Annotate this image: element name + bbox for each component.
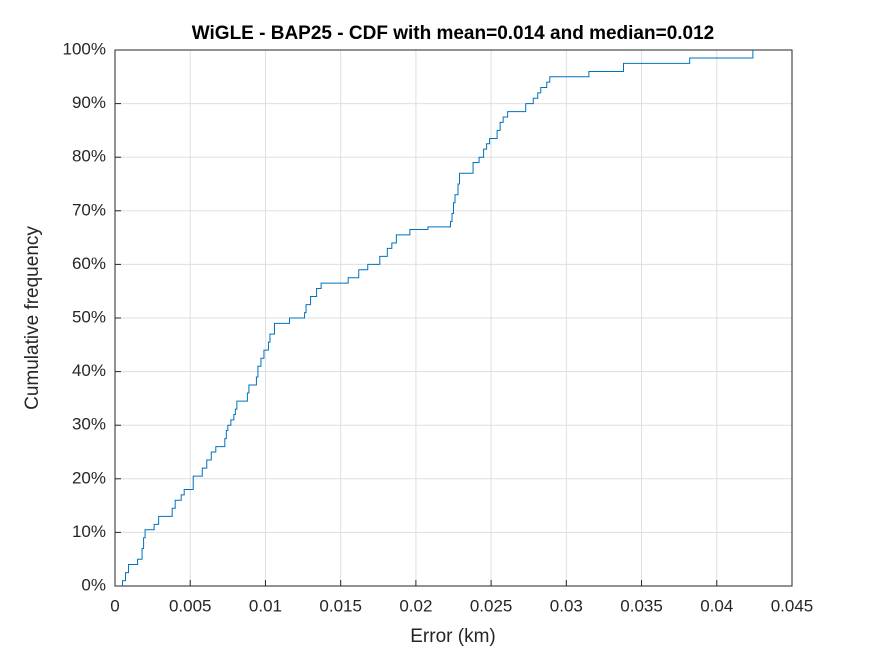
y-tick-label: 80% bbox=[72, 147, 106, 166]
cdf-line bbox=[122, 50, 754, 586]
y-tick-label: 100% bbox=[63, 39, 106, 58]
y-tick-label: 50% bbox=[72, 307, 106, 326]
y-tick-label: 10% bbox=[72, 522, 106, 541]
x-tick-label: 0.03 bbox=[550, 596, 583, 615]
x-tick-label: 0.04 bbox=[700, 596, 733, 615]
x-tick-label: 0.005 bbox=[169, 596, 212, 615]
y-tick-label: 70% bbox=[72, 200, 106, 219]
y-tick-label: 0% bbox=[81, 575, 106, 594]
x-tick-label: 0.01 bbox=[249, 596, 282, 615]
y-tick-label: 20% bbox=[72, 468, 106, 487]
chart-title: WiGLE - BAP25 - CDF with mean=0.014 and … bbox=[192, 23, 715, 44]
axes-box bbox=[114, 49, 793, 587]
y-tick-label: 60% bbox=[72, 254, 106, 273]
x-tick-label: 0 bbox=[110, 596, 119, 615]
y-tick-label: 90% bbox=[72, 93, 106, 112]
x-tick-label: 0.02 bbox=[399, 596, 432, 615]
y-tick-label: 30% bbox=[72, 415, 106, 434]
y-tick-label: 40% bbox=[72, 361, 106, 380]
y-axis-label: Cumulative frequency bbox=[22, 226, 43, 410]
x-axis-label: Error (km) bbox=[410, 626, 495, 647]
x-tick-label: 0.015 bbox=[319, 596, 362, 615]
x-tick-label: 0.045 bbox=[771, 596, 814, 615]
x-tick-label: 0.035 bbox=[620, 596, 663, 615]
x-tick-label: 0.025 bbox=[470, 596, 513, 615]
